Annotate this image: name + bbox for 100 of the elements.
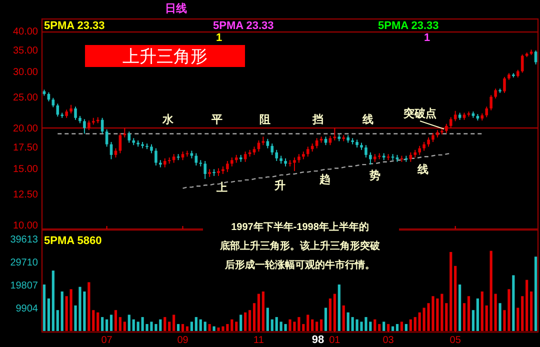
annotation: 挡	[312, 112, 324, 126]
y-tick-label: 12.50	[12, 189, 38, 200]
bar	[306, 314, 310, 331]
bar	[240, 314, 242, 331]
bar	[110, 314, 113, 331]
bar	[333, 294, 336, 331]
annotation: 升	[274, 178, 286, 192]
bar	[391, 326, 394, 331]
candlestick	[114, 148, 118, 158]
bar	[252, 303, 256, 331]
candlestick	[444, 123, 448, 134]
x-tick-label: 05	[450, 335, 462, 346]
bar	[450, 252, 452, 331]
annotation: 5PMA 5860	[44, 235, 102, 247]
bar	[70, 289, 72, 331]
bar	[324, 308, 328, 331]
y-tick-label: 39613	[10, 234, 38, 246]
bar	[186, 326, 189, 331]
bar	[387, 324, 390, 331]
candlestick	[427, 136, 430, 148]
y-tick-label: 25.00	[12, 92, 38, 104]
bar	[56, 310, 59, 331]
bar	[445, 303, 448, 331]
candlestick	[293, 156, 296, 172]
bar	[204, 322, 206, 331]
candlestick	[128, 131, 131, 144]
candlestick	[490, 94, 492, 111]
text: 5PMA 23.33	[378, 20, 439, 32]
bar	[338, 284, 340, 331]
bar	[467, 296, 470, 331]
bar	[164, 317, 166, 331]
bar	[212, 326, 216, 331]
candlestick	[266, 138, 270, 149]
bar	[168, 322, 171, 331]
bar	[270, 319, 274, 331]
bar	[128, 314, 130, 331]
candlestick	[123, 128, 126, 138]
text: 98	[312, 334, 324, 346]
annotation: 后形成一轮涨幅可观的牛市行情。	[224, 259, 375, 271]
bar	[159, 319, 162, 331]
candlestick	[494, 88, 497, 99]
bar	[123, 322, 126, 331]
bar	[374, 319, 376, 331]
bar	[105, 319, 108, 331]
bar	[88, 282, 90, 331]
bar	[516, 308, 520, 331]
annotation: 势	[368, 168, 380, 182]
annotation: 上	[216, 180, 228, 194]
bar	[382, 322, 386, 331]
y-tick-label: 29710	[10, 258, 38, 269]
bar	[328, 298, 332, 331]
bar	[414, 317, 416, 331]
bar	[257, 294, 260, 331]
candlestick	[503, 76, 506, 94]
annotation: 平	[210, 114, 222, 126]
annotation: 底部上升三角形。该上升三角形突破	[219, 240, 381, 252]
bar	[526, 280, 528, 331]
bar	[480, 291, 484, 331]
bar	[485, 305, 488, 331]
annotation: 水	[162, 112, 174, 126]
bar	[118, 317, 122, 331]
candlestick	[270, 143, 274, 156]
bar	[418, 312, 421, 331]
bar	[498, 303, 502, 331]
bar	[396, 324, 399, 331]
candlestick	[226, 160, 229, 173]
bar	[230, 319, 234, 331]
bar	[302, 324, 305, 331]
y-tick-label: 35.00	[12, 45, 38, 56]
bar	[284, 324, 287, 331]
annotation: 突破点	[402, 106, 436, 120]
bar	[512, 275, 515, 331]
bar	[52, 270, 54, 331]
bar	[96, 312, 100, 331]
bar	[476, 298, 479, 331]
annotation: 1	[424, 32, 430, 44]
bar	[176, 324, 180, 331]
x-tick-label: 07	[101, 335, 113, 346]
bar	[47, 298, 50, 331]
candlestick	[56, 103, 60, 118]
bar	[346, 312, 350, 331]
y-tick-label: 40.00	[12, 26, 38, 38]
bar	[275, 317, 278, 331]
bar	[462, 303, 466, 331]
candlestick	[306, 146, 310, 158]
y-tick-label: 30.00	[12, 66, 38, 78]
bar	[472, 310, 475, 331]
bar	[400, 322, 404, 331]
text: 5PMA 23.33	[213, 20, 274, 32]
annotation: 趋	[318, 172, 330, 186]
bar	[208, 324, 211, 331]
candlestick	[449, 116, 452, 128]
y-tick-label: 19807	[10, 280, 38, 292]
bar	[114, 310, 118, 331]
candlestick	[257, 140, 260, 152]
bar	[458, 284, 462, 331]
annotation: 线	[416, 162, 428, 176]
annotation: 阻	[260, 114, 270, 126]
annotation: 1997年下半年-1998年上半年的	[231, 221, 369, 233]
bar	[181, 324, 184, 331]
